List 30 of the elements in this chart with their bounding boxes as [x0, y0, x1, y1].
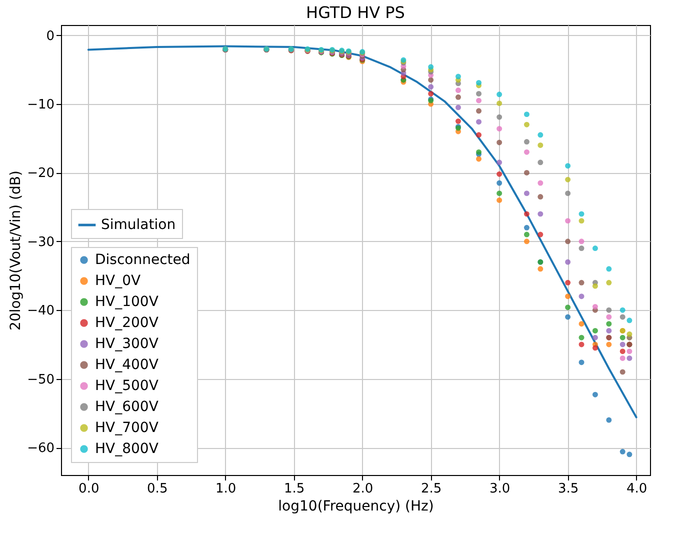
y-axis-title: 20log10(Vout/Vin) (dB): [8, 170, 24, 330]
x-tick-label: 2.5: [420, 482, 442, 496]
x-tick-label: 1.0: [216, 482, 236, 496]
legend-label: HV_500V: [95, 378, 159, 394]
y-tick-label: −60: [27, 441, 54, 456]
legend-label: HV_200V: [95, 315, 159, 331]
legend-label: Simulation: [101, 217, 176, 233]
legend-label: HV_800V: [95, 441, 159, 457]
y-tick-label: −40: [27, 304, 54, 319]
legend-label: HV_0V: [95, 273, 142, 289]
legend-label: HV_300V: [95, 336, 159, 352]
legend-label: Disconnected: [95, 252, 190, 268]
legend-label: HV_400V: [95, 357, 159, 373]
x-tick-label: 0.5: [147, 482, 168, 496]
legend-label: HV_700V: [95, 420, 159, 436]
legend-label: HV_600V: [95, 399, 159, 415]
x-tick-label: 2.0: [352, 482, 374, 496]
x-tick-label: 3.0: [489, 482, 510, 496]
x-tick-label: 1.5: [284, 482, 305, 496]
x-tick-label: 4.0: [626, 482, 648, 496]
x-tick-label: 0.0: [78, 482, 100, 496]
x-axis-title: log10(Frequency) (Hz): [278, 498, 434, 514]
y-tick-label: −20: [27, 166, 54, 182]
y-tick-label: −30: [27, 234, 54, 250]
x-tick-label: 3.5: [558, 482, 579, 496]
y-tick-label: −10: [27, 98, 54, 113]
chart-title: HGTD HV PS: [306, 3, 405, 22]
y-tick-label: 0: [46, 28, 54, 44]
y-tick-label: −50: [27, 372, 54, 388]
legend-label: HV_100V: [95, 294, 159, 310]
